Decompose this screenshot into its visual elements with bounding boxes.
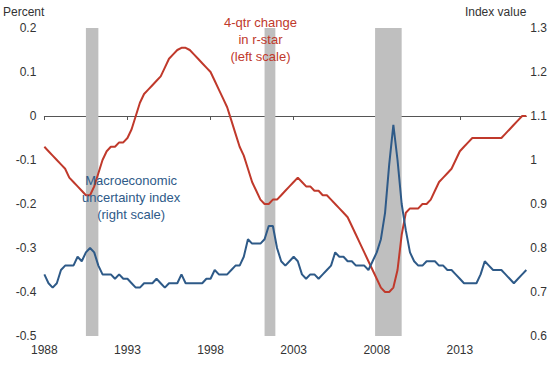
svg-text:uncertainty index: uncertainty index xyxy=(82,190,181,205)
svg-text:2003: 2003 xyxy=(280,343,307,357)
svg-text:1998: 1998 xyxy=(197,343,224,357)
svg-text:1988: 1988 xyxy=(31,343,58,357)
svg-text:2013: 2013 xyxy=(446,343,473,357)
svg-text:4-qtr change: 4-qtr change xyxy=(224,15,297,30)
svg-text:1: 1 xyxy=(530,153,537,167)
svg-text:-0.4: -0.4 xyxy=(16,285,37,299)
svg-text:-0.1: -0.1 xyxy=(16,153,37,167)
svg-text:1.2: 1.2 xyxy=(530,65,547,79)
svg-text:in r-star: in r-star xyxy=(238,32,283,47)
svg-text:0.8: 0.8 xyxy=(530,241,547,255)
svg-text:0: 0 xyxy=(30,109,37,123)
svg-text:0.2: 0.2 xyxy=(20,21,37,35)
svg-text:-0.2: -0.2 xyxy=(16,197,37,211)
svg-text:Index value: Index value xyxy=(465,5,527,19)
svg-text:1.1: 1.1 xyxy=(530,109,547,123)
svg-text:2008: 2008 xyxy=(363,343,390,357)
svg-text:(right scale): (right scale) xyxy=(97,207,165,222)
svg-text:(left scale): (left scale) xyxy=(231,49,291,64)
svg-text:0.1: 0.1 xyxy=(20,65,37,79)
svg-text:0.7: 0.7 xyxy=(530,285,547,299)
svg-text:1993: 1993 xyxy=(114,343,141,357)
svg-text:-0.5: -0.5 xyxy=(16,329,37,343)
svg-text:1.3: 1.3 xyxy=(530,21,547,35)
svg-text:0.9: 0.9 xyxy=(530,197,547,211)
svg-text:Macroeconomic: Macroeconomic xyxy=(85,173,177,188)
svg-text:-0.3: -0.3 xyxy=(16,241,37,255)
svg-text:Percent: Percent xyxy=(3,5,45,19)
svg-text:0.6: 0.6 xyxy=(530,329,547,343)
